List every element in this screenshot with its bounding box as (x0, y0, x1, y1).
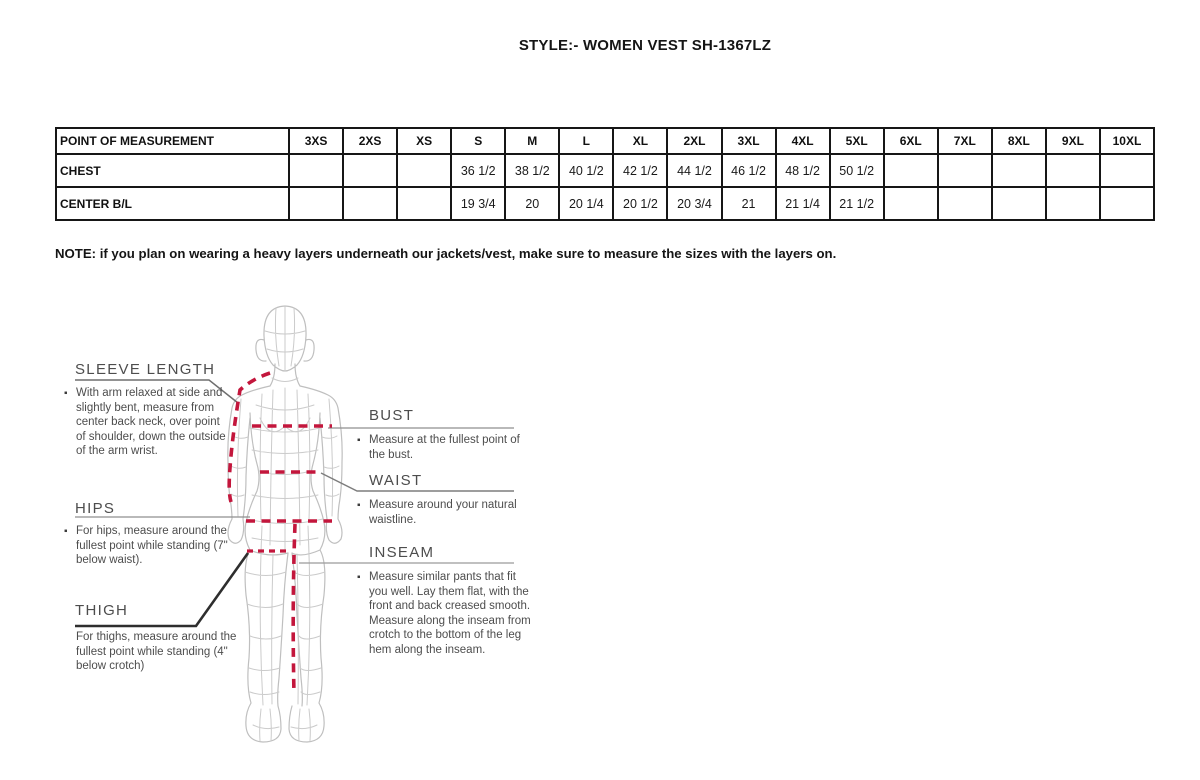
column-header: 2XL (666, 127, 723, 155)
size-cell (287, 186, 345, 221)
column-header: 2XS (342, 127, 399, 155)
mannequin-outline (227, 305, 343, 743)
thigh-label: THIGH (75, 602, 129, 619)
size-cell: 40 1/2 (558, 153, 615, 188)
size-cell (1044, 153, 1101, 188)
size-cell (1098, 186, 1156, 221)
row-label: CHEST (55, 153, 290, 188)
size-cell: 20 1/2 (612, 186, 669, 221)
column-header: 3XS (287, 127, 345, 155)
column-header: 4XL (774, 127, 831, 155)
column-header: L (558, 127, 615, 155)
size-cell (936, 153, 993, 188)
measurement-lines (227, 371, 332, 695)
size-cell (990, 186, 1047, 221)
size-cell: 44 1/2 (666, 153, 723, 188)
column-header: 7XL (936, 127, 993, 155)
sleeve-length-line (227, 371, 271, 503)
column-header: M (504, 127, 561, 155)
size-cell (1098, 153, 1156, 188)
column-header: XL (612, 127, 669, 155)
note-text: NOTE: if you plan on wearing a heavy lay… (55, 246, 837, 261)
size-cell: 21 1/4 (774, 186, 831, 221)
size-cell (342, 153, 399, 188)
size-cell: 36 1/2 (450, 153, 507, 188)
inseam-label: INSEAM (369, 544, 435, 561)
size-cell: 38 1/2 (504, 153, 561, 188)
sleeve-length-label: SLEEVE LENGTH (75, 361, 216, 378)
size-cell: 46 1/2 (720, 153, 777, 188)
size-cell: 21 (720, 186, 777, 221)
size-cell (396, 186, 453, 221)
size-cell: 20 1/4 (558, 186, 615, 221)
hips-description: For hips, measure around the fullest poi… (64, 524, 228, 568)
thigh-description: For thighs, measure around the fullest p… (76, 631, 237, 673)
size-cell (882, 186, 939, 221)
table-row-chest: CHEST 36 1/2 38 1/2 40 1/2 42 1/2 44 1/2… (55, 153, 1156, 188)
sleeve-length-leader-line (75, 379, 239, 404)
size-cell (287, 153, 345, 188)
column-header: 10XL (1098, 127, 1156, 155)
column-header: 5XL (828, 127, 885, 155)
bust-label: BUST (369, 407, 415, 424)
size-cell (1044, 186, 1101, 221)
row-label: CENTER B/L (55, 186, 290, 221)
column-header: 3XL (720, 127, 777, 155)
size-cell (936, 186, 993, 221)
bust-description: Measure at the fullest point of the bust… (357, 433, 524, 462)
sleeve-length-description: With arm relaxed at side and slightly be… (64, 386, 228, 459)
size-cell (990, 153, 1047, 188)
column-header: POINT OF MEASUREMENT (55, 127, 290, 155)
size-cell: 48 1/2 (774, 153, 831, 188)
inseam-line (291, 523, 297, 695)
size-cell (342, 186, 399, 221)
size-cell: 50 1/2 (828, 153, 885, 188)
column-header: 9XL (1044, 127, 1101, 155)
size-cell (882, 153, 939, 188)
table-row-center-bl: CENTER B/L 19 3/4 20 20 1/4 20 1/2 20 3/… (55, 186, 1156, 221)
size-cell: 20 3/4 (666, 186, 723, 221)
size-cell: 42 1/2 (612, 153, 669, 188)
column-header: S (450, 127, 507, 155)
page-title: STYLE:- WOMEN VEST SH-1367LZ (518, 37, 772, 54)
size-table: POINT OF MEASUREMENT 3XS 2XS XS S M L XL… (55, 127, 1156, 221)
mannequin-mesh (230, 305, 340, 742)
table-header-row: POINT OF MEASUREMENT 3XS 2XS XS S M L XL… (55, 127, 1156, 155)
column-header: XS (396, 127, 453, 155)
size-cell (396, 153, 453, 188)
column-header: 8XL (990, 127, 1047, 155)
size-cell: 21 1/2 (828, 186, 885, 221)
waist-label: WAIST (369, 472, 423, 489)
size-cell: 19 3/4 (450, 186, 507, 221)
hips-label: HIPS (75, 500, 116, 517)
thigh-leader-line (75, 552, 250, 628)
inseam-description: Measure similar pants that fit you well.… (357, 570, 531, 658)
column-header: 6XL (882, 127, 939, 155)
size-cell: 20 (504, 186, 561, 221)
waist-leader-line (320, 472, 514, 492)
waist-description: Measure around your natural waistline. (357, 498, 524, 527)
